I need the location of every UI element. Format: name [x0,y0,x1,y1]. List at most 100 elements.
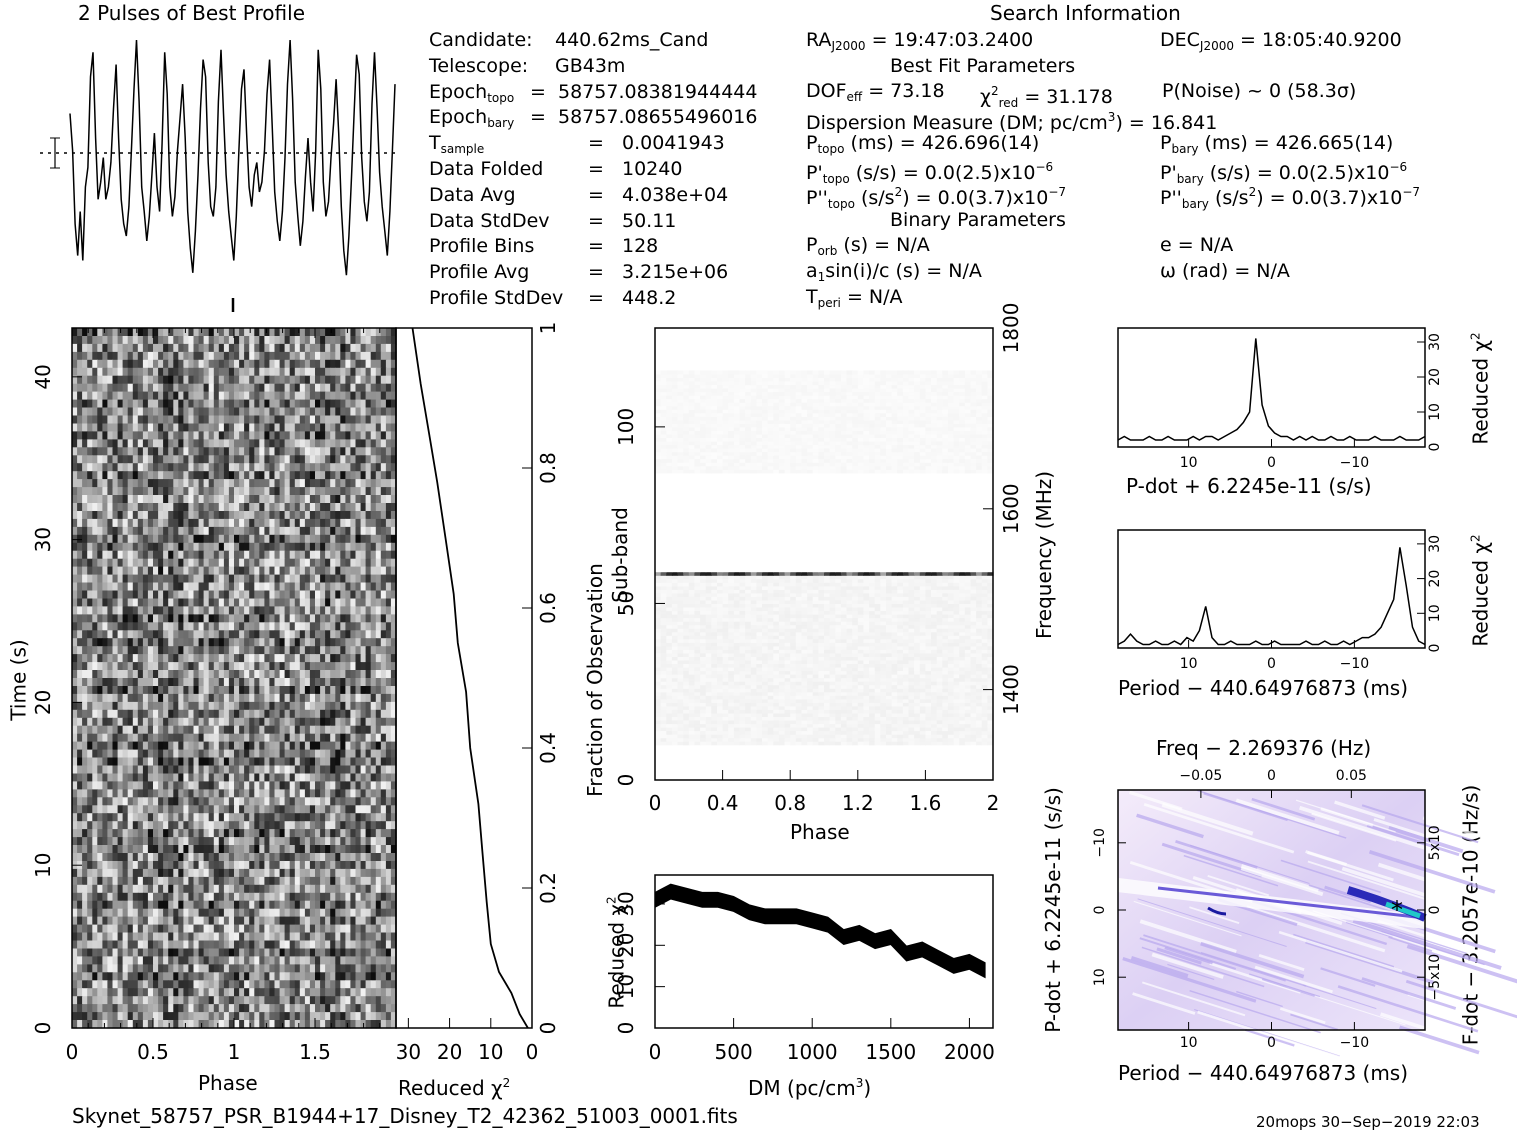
dm-xtick: 1000 [787,1040,838,1064]
asini-field: a1sin(i)/c (s) = N/A [806,260,982,284]
period-ytick: 30 [1427,535,1443,553]
ecc-field: e = N/A [1160,234,1234,256]
info-label: Epochtopo [429,80,515,105]
pp-ridge [1157,886,1426,920]
dm-ytick: 30 [614,891,638,916]
chi-time-xtick: 30 [396,1040,421,1064]
pp-xtick: −10 [1340,1035,1370,1051]
pp-xtick: 10 [1180,1035,1198,1051]
best-fit-title: Best Fit Parameters [890,55,1076,77]
omega-field: ω (rad) = N/A [1160,260,1290,282]
chi-time-ytick: 1 [536,322,560,335]
dm-xtick: 1500 [865,1040,916,1064]
subband-image [655,370,994,746]
time-phase-xlabel: Phase [198,1071,258,1095]
info-sep: = [588,183,604,206]
chi-time-frame [395,327,533,1029]
pdbary-field: P'bary (s/s) = 0.0(2.5)x10−6 [1160,160,1408,186]
chi-time-xlabel: Reduced χ2 [398,1076,511,1100]
dm-xtick: 0 [649,1040,662,1064]
period-xtick: 0 [1267,656,1276,672]
info-value: GB43m [555,54,626,77]
dof-field: DOFeff = 73.18 [806,80,945,104]
profile-title: 2 Pulses of Best Profile [78,1,305,25]
time-phase-ytick: 0 [31,1022,55,1035]
pp-best-marker: * [1391,896,1403,924]
info-sep: = [530,106,546,129]
pp-secondary-peak [1207,906,1227,916]
dm-ytick: 10 [614,974,638,999]
pdot-ytick: 0 [1427,443,1443,452]
pdot-ytick: 20 [1427,368,1443,386]
pp-peak-cyan [1385,901,1421,919]
pp-ytick-right: 5x10 [1427,825,1443,860]
dm-xlabel: DM (pc/cm3) [748,1076,872,1100]
pp-streaks [1122,789,1517,1061]
subband-xtick: 0.4 [707,791,739,815]
pp-ytick-right: 0 [1427,906,1443,915]
dm-frame [654,874,994,1029]
info-value: 10240 [622,158,683,180]
ptopo-field: Ptopo (ms) = 426.696(14) [806,132,1040,156]
tperi-field: Tperi = N/A [806,286,903,310]
subband-xlabel: Phase [790,820,850,844]
info-sep: = [588,235,604,258]
dm-xtick: 500 [715,1040,753,1064]
pdot-ytick: 10 [1427,403,1443,421]
period-ytick: 10 [1427,604,1443,622]
chi-time-ytick: 0.6 [536,592,560,624]
subband-frame [654,327,994,781]
info-sep: = [588,132,604,155]
time-phase-xtick: 0.5 [137,1040,169,1064]
pdot-ytick: 30 [1427,333,1443,351]
time-phase-xtick: 0 [66,1040,79,1064]
dm-xtick: 2000 [944,1040,995,1064]
pbary-field: Pbary (ms) = 426.665(14) [1160,132,1394,156]
pp-ytick-left: 10 [1092,968,1108,986]
pp-xtick: 0 [1267,1035,1276,1051]
period-ytick: 20 [1427,570,1443,588]
subband-freq-tick: 1800 [999,303,1023,354]
dec-field: DECJ2000 = 18:05:40.9200 [1160,29,1402,53]
info-label: Data Avg [429,183,516,206]
porb-field: Porb (s) = N/A [806,234,930,258]
pp-ytick-left: −10 [1092,828,1108,858]
pp-top-tick: 0 [1267,768,1276,784]
subband-xtick: 1.6 [909,791,941,815]
period-line [1117,547,1426,646]
dm-ytick: 20 [614,933,638,958]
info-label: Profile StdDev [429,287,564,309]
time-phase-ytick: 10 [31,852,55,877]
info-value: 448.2 [622,287,677,309]
info-sep: = [588,209,604,232]
time-phase-ytick: 20 [31,690,55,715]
time-phase-ytick: 30 [31,527,55,552]
info-sep: = [588,158,604,180]
period-xtick: −10 [1340,656,1370,672]
pnoise-field: P(Noise) ~ 0 (58.3σ) [1162,80,1357,102]
info-value: 3.215e+06 [622,261,729,284]
period-ytick: 0 [1427,644,1443,653]
pdot-xlabel: P-dot + 6.2245e-11 (s/s) [1126,474,1372,498]
pddbary-field: P''bary (s/s2) = 0.0(3.7)x10−7 [1160,185,1421,211]
subband-freq-tick: 1400 [999,664,1023,715]
pp-title: Freq − 2.269376 (Hz) [1156,736,1372,760]
ra-field: RAJ2000 = 19:47:03.2400 [806,29,1034,53]
info-value: 50.11 [622,209,677,232]
pp-top-tick: 0.05 [1336,768,1367,784]
chi-field: χ2red = 31.178 [980,84,1113,110]
chi-time-xtick: 10 [478,1040,503,1064]
time-phase-xtick: 1 [228,1040,241,1064]
subband-xtick: 2 [987,791,1000,815]
chi-time-ytick: 0 [536,1022,560,1035]
time-phase-image [72,328,397,1029]
pp-top-tick: −0.05 [1179,768,1222,784]
pp-ytick-right: −5x10 [1427,954,1443,1001]
info-label: Candidate: [429,29,533,51]
footer-filename: Skynet_58757_PSR_B1944+17_Disney_T2_4236… [72,1104,738,1128]
info-label: Epochbary [429,106,515,131]
time-phase-ytick: 40 [31,364,55,389]
info-value: 0.0041943 [622,132,725,155]
dm-ytick: 0 [614,1022,638,1035]
